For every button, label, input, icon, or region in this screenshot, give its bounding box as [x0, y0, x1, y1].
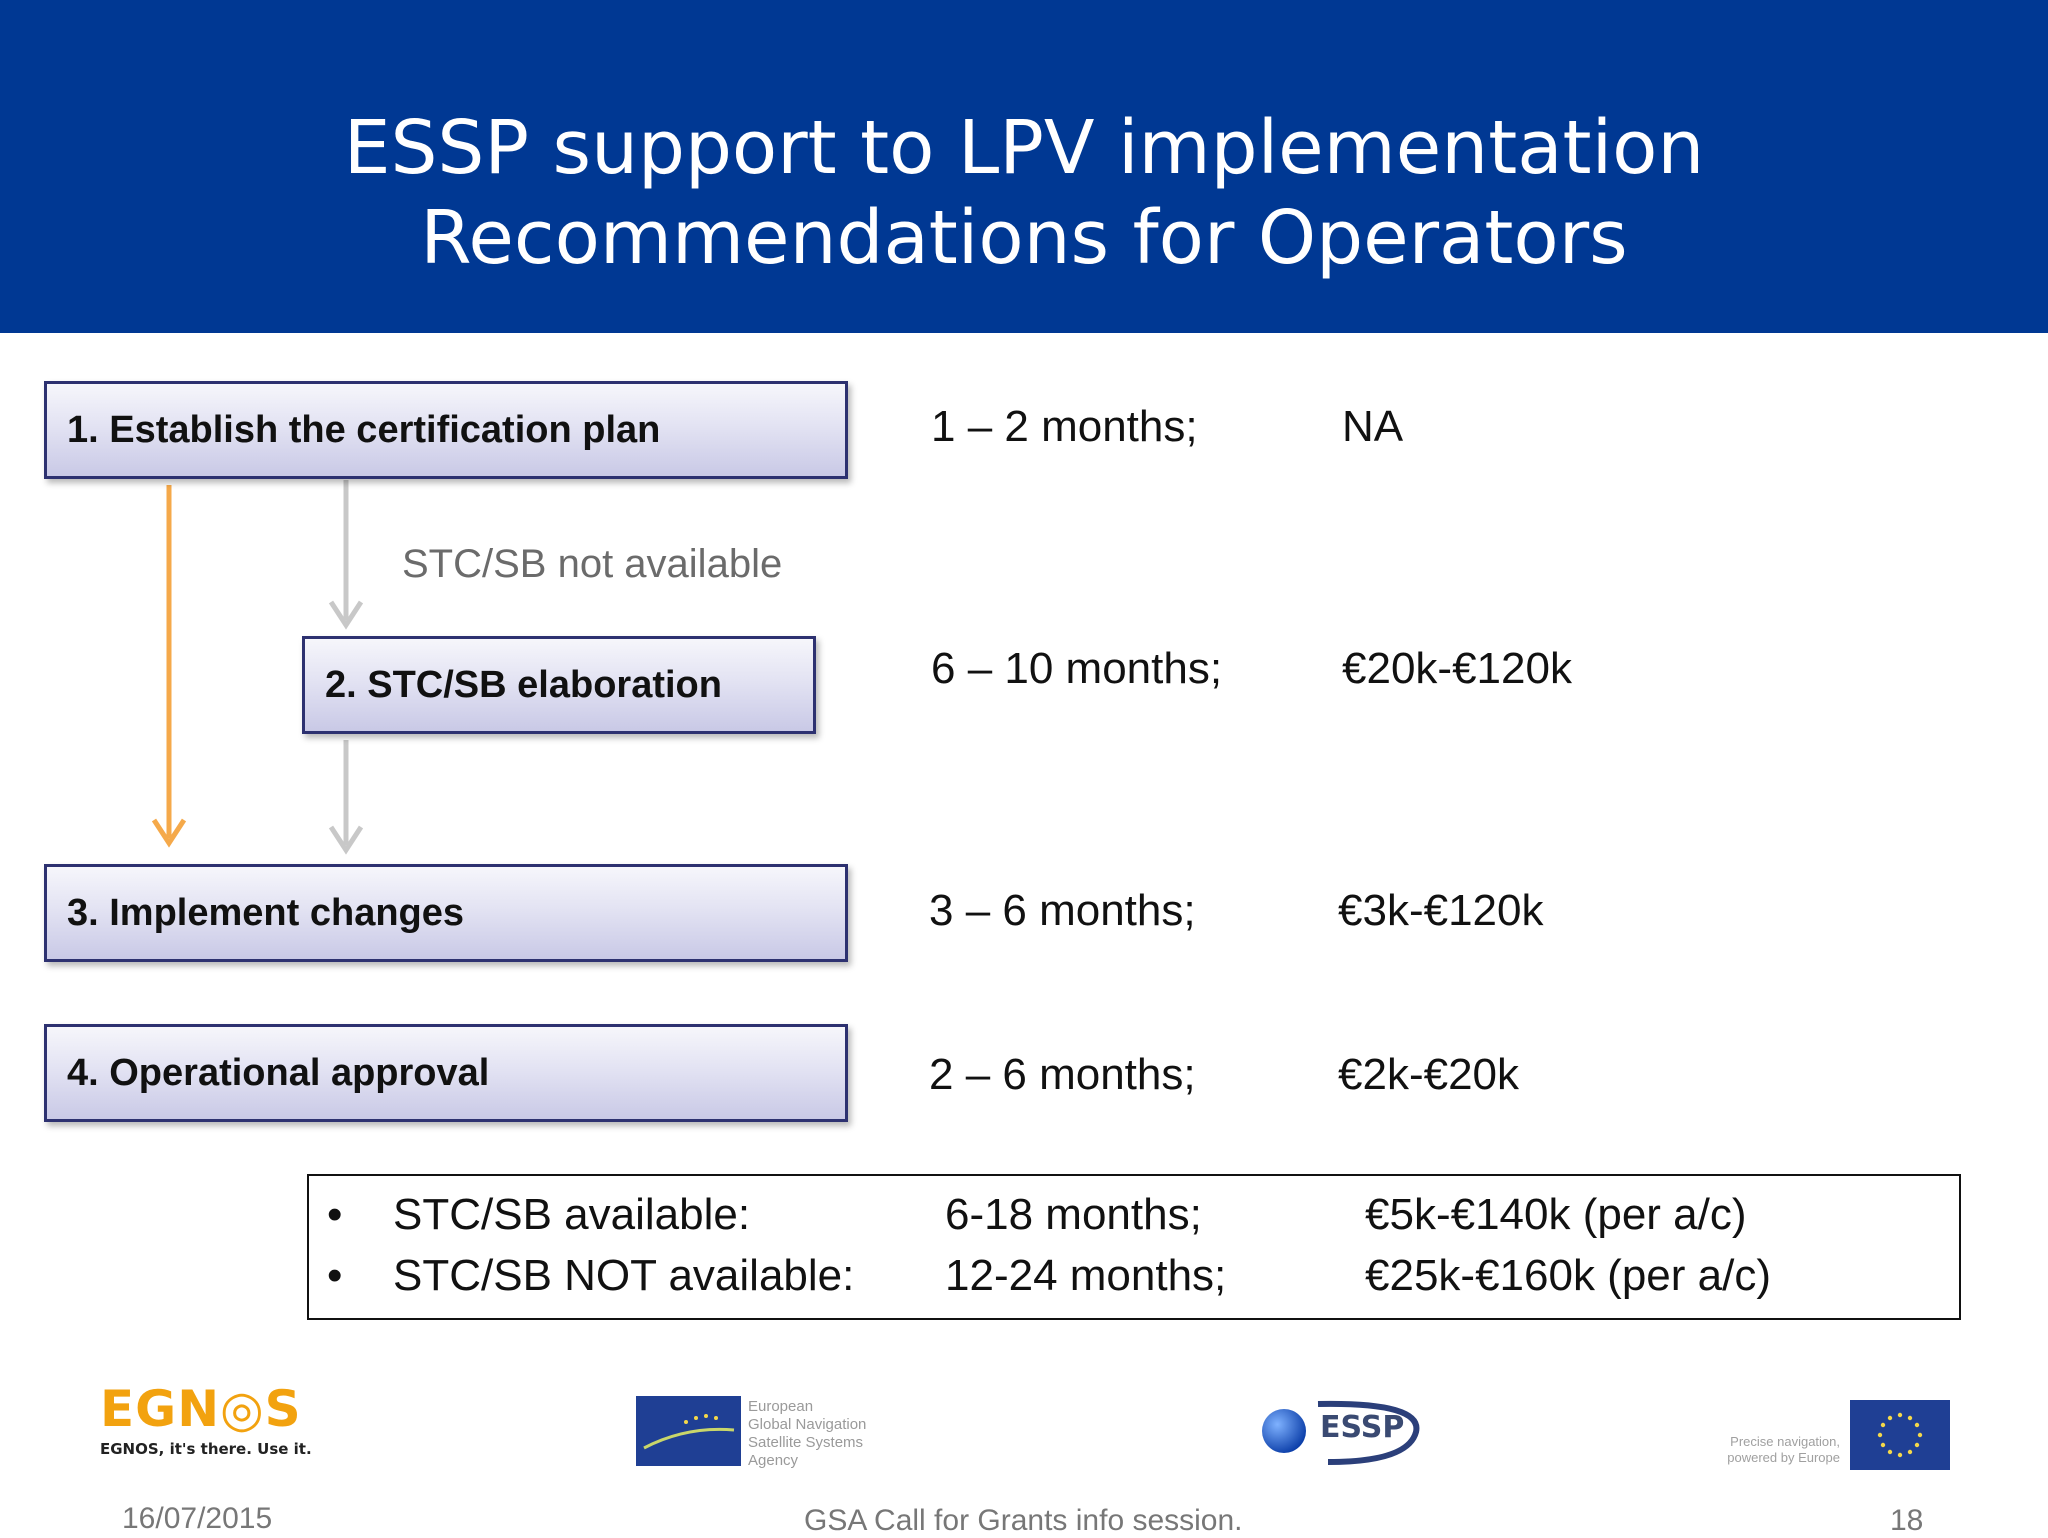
footer-date: 16/07/2015: [122, 1502, 273, 1535]
title-banner: ESSP support to LPV implementation Recom…: [0, 0, 2048, 333]
gsa-line: European: [748, 1398, 814, 1415]
gsa-line: Agency: [748, 1452, 799, 1469]
summary-duration: 12-24 months;: [945, 1251, 1227, 1300]
step-operational-approval: 4. Operational approval: [44, 1024, 848, 1122]
branch-arrow-to-step2: [328, 480, 364, 630]
gsa-agency-name: European Global Navigation Satellite Sys…: [748, 1398, 866, 1470]
summary-label: STC/SB NOT available:: [393, 1251, 855, 1300]
eu-line: Precise navigation,: [1730, 1434, 1840, 1449]
footer-event: GSA Call for Grants info session.: [804, 1504, 1243, 1537]
step1-duration: 1 – 2 months;: [931, 402, 1198, 451]
step2-cost: €20k-€120k: [1342, 644, 1572, 693]
step-implement-changes: 3. Implement changes: [44, 864, 848, 962]
step-establish-certification-plan: 1. Establish the certification plan: [44, 381, 848, 479]
summary-label: STC/SB available:: [393, 1190, 751, 1239]
eu-line: powered by Europe: [1727, 1450, 1840, 1465]
summary-row-available: • STC/SB available: 6-18 months; €5k-€14…: [309, 1190, 1959, 1250]
step3-cost: €3k-€120k: [1338, 886, 1544, 935]
egnos-logo: EGN◎S EGNOS, it's there. Use it.: [100, 1380, 312, 1458]
egnos-tagline: EGNOS, it's there. Use it.: [100, 1440, 312, 1458]
step2-duration: 6 – 10 months;: [931, 644, 1223, 693]
branch-note: STC/SB not available: [402, 542, 783, 586]
gsa-flag-icon: [636, 1396, 741, 1466]
gsa-line: Satellite Systems: [748, 1434, 864, 1451]
step3-duration: 3 – 6 months;: [929, 886, 1196, 935]
summary-cost: €25k-€160k (per a/c): [1365, 1251, 1771, 1300]
eu-tagline: Precise navigation, powered by Europe: [1690, 1434, 1840, 1466]
essp-logo: ESSP: [1258, 1388, 1428, 1474]
bullet: •: [327, 1190, 343, 1239]
step-stc-sb-elaboration: 2. STC/SB elaboration: [302, 636, 816, 734]
page-number: 18: [1890, 1504, 1924, 1537]
summary-duration: 6-18 months;: [945, 1190, 1202, 1239]
gsa-line: Global Navigation: [748, 1416, 867, 1433]
summary-row-not-available: • STC/SB NOT available: 12-24 months; €2…: [309, 1251, 1959, 1311]
summary-box: • STC/SB available: 6-18 months; €5k-€14…: [307, 1174, 1961, 1320]
slide-title-line1: ESSP support to LPV implementation: [343, 105, 1705, 191]
step4-cost: €2k-€20k: [1338, 1050, 1520, 1099]
direct-arrow: [151, 485, 187, 848]
essp-logo-word: ESSP: [1320, 1410, 1405, 1445]
summary-cost: €5k-€140k (per a/c): [1365, 1190, 1747, 1239]
egnos-logo-word: EGN◎S: [100, 1380, 302, 1438]
branch-arrow-to-step3: [328, 740, 364, 855]
slide-title-line2: Recommendations for Operators: [420, 195, 1628, 281]
step4-duration: 2 – 6 months;: [929, 1050, 1196, 1099]
eu-flag-icon: [1850, 1400, 1950, 1470]
bullet: •: [327, 1251, 343, 1300]
step1-cost: NA: [1342, 402, 1404, 451]
